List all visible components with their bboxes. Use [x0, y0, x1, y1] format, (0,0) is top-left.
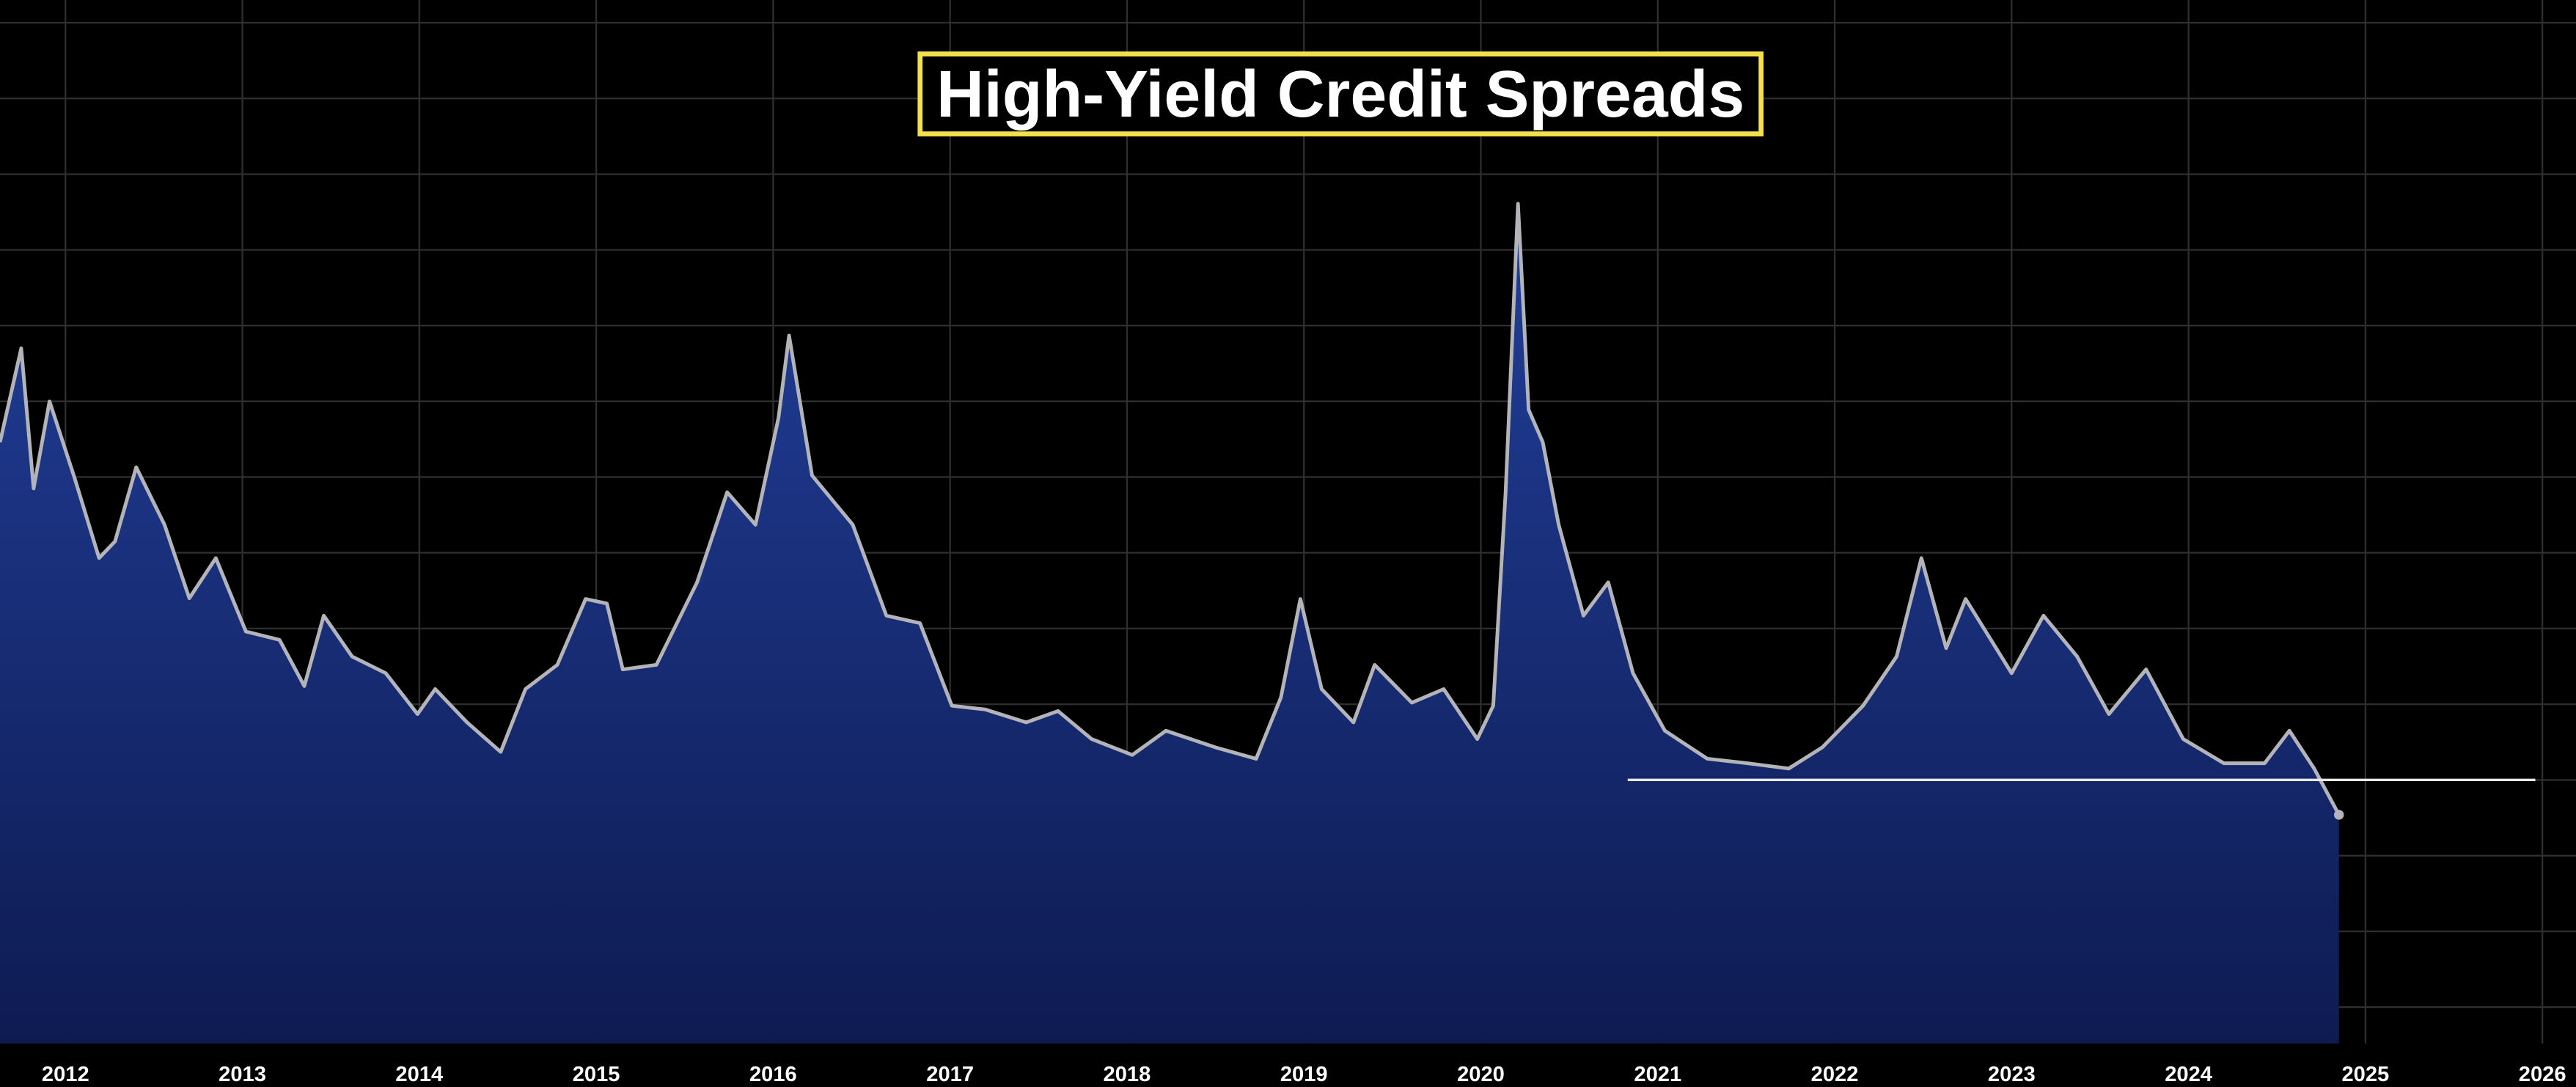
x-tick-label: 2015 [573, 1063, 620, 1086]
title-box [917, 51, 1764, 136]
end-dot [2333, 810, 2344, 820]
x-tick-label: 2021 [1634, 1063, 1681, 1086]
x-tick-label: 2019 [1280, 1063, 1328, 1086]
x-tick-label: 2013 [219, 1063, 266, 1086]
x-tick-label: 2026 [2519, 1063, 2566, 1086]
x-tick-label: 2014 [395, 1063, 444, 1086]
x-tick-label: 2012 [42, 1063, 89, 1086]
x-tick-label: 2016 [749, 1063, 797, 1086]
x-tick-label: 2023 [1988, 1063, 2036, 1086]
x-tick-label: 2025 [2341, 1063, 2389, 1086]
x-tick-label: 2022 [1811, 1063, 1859, 1086]
area [0, 203, 2339, 1044]
line [0, 202, 2341, 816]
x-tick-label: 2024 [2165, 1063, 2213, 1086]
x-tick-label: 2020 [1457, 1063, 1505, 1086]
x-tick-label: 2018 [1104, 1063, 1151, 1086]
chart-title: High-Yield Credit Spreads [936, 57, 1744, 131]
x-tick-label: 2017 [926, 1063, 974, 1086]
